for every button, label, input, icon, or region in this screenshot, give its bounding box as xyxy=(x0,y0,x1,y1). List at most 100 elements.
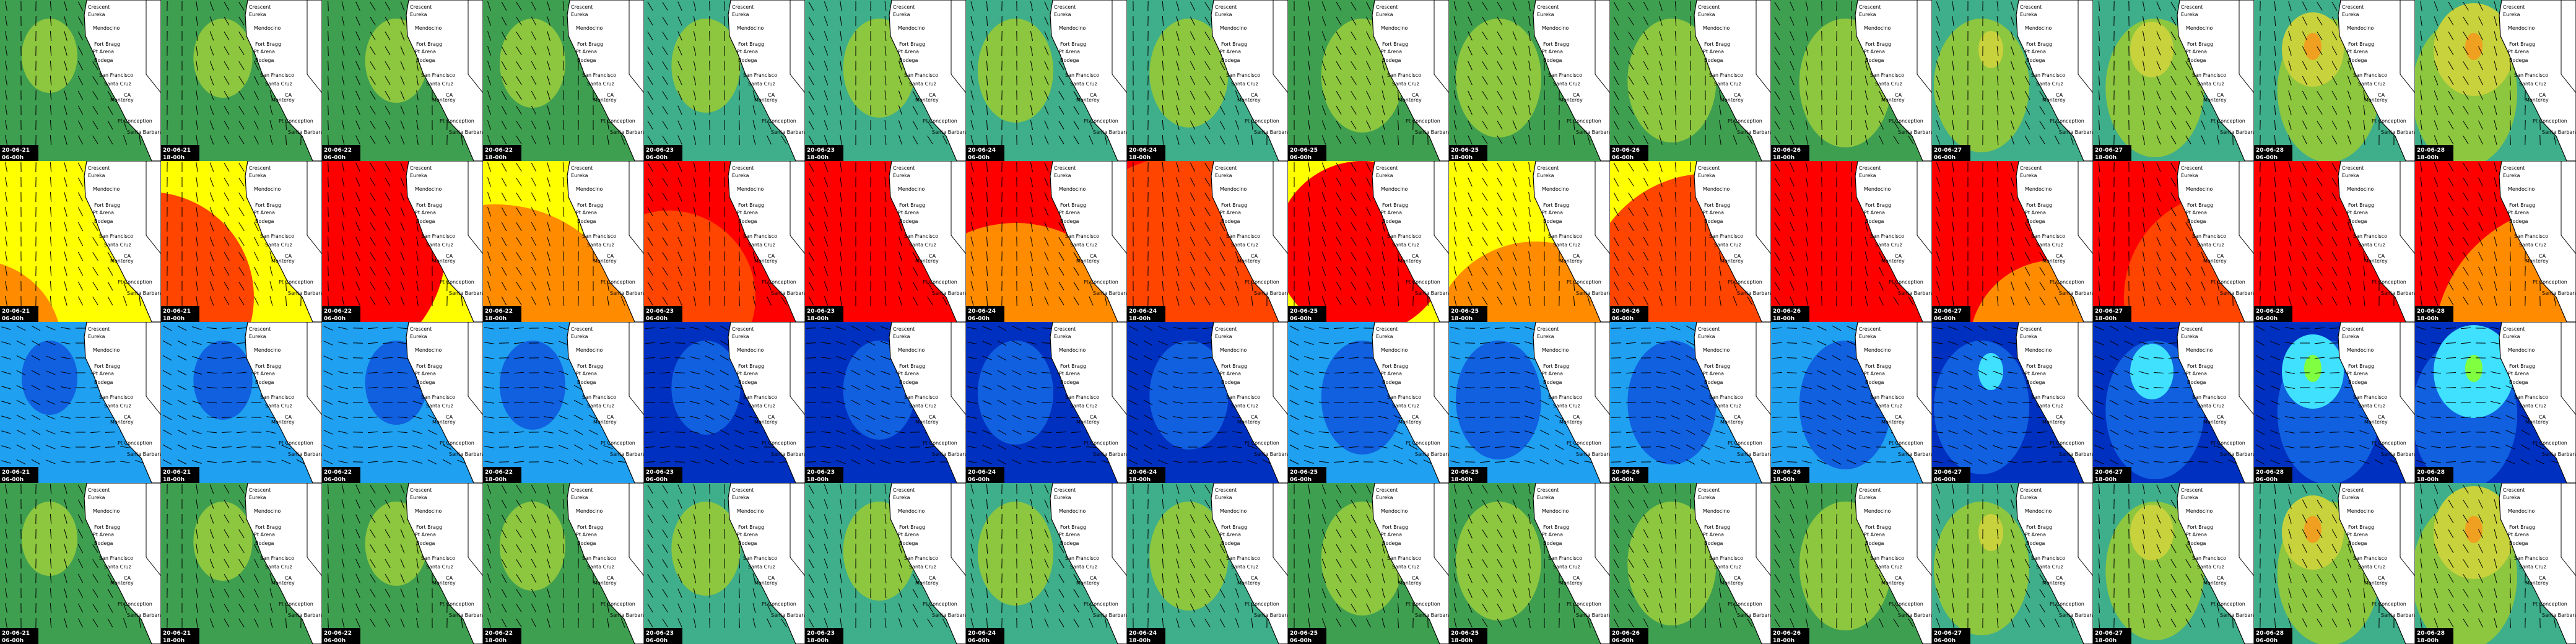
wind-arrow xyxy=(734,430,744,435)
wind-arrow xyxy=(206,386,217,389)
place-label: Fort Bragg xyxy=(255,363,281,369)
state-border xyxy=(1917,0,1932,94)
place-label: Bodega xyxy=(2026,58,2045,63)
wind-arrow xyxy=(881,370,890,375)
place-label: Crescent xyxy=(1859,165,1881,171)
wind-arrow xyxy=(544,342,554,344)
wind-arrow xyxy=(2024,281,2030,291)
wind-arrow xyxy=(1479,461,1490,463)
place-label: Santa Barbara xyxy=(932,290,966,296)
place-label: Pt Conception xyxy=(2372,279,2406,285)
wind-arrow xyxy=(77,90,84,100)
wind-arrow xyxy=(5,1,7,11)
wind-arrow xyxy=(840,177,842,187)
wind-arrow xyxy=(2434,207,2439,217)
wind-arrow xyxy=(912,251,918,261)
wind-arrow xyxy=(2331,251,2338,261)
wind-arrow xyxy=(206,431,217,433)
wind-arrow xyxy=(1204,135,1211,145)
place-label: Santa Barbara xyxy=(288,290,322,296)
wind-arrow xyxy=(412,460,422,464)
wind-arrow xyxy=(2420,105,2422,115)
wind-arrow xyxy=(2156,105,2161,115)
wind-arrow xyxy=(2510,60,2511,71)
wind-arrow xyxy=(1348,416,1359,419)
place-label: Mendocino xyxy=(2025,25,2052,31)
wind-arrow xyxy=(1044,31,1049,41)
time-label: 18-00h xyxy=(485,155,507,161)
place-label: Santa Cruz xyxy=(748,81,775,87)
wind-arrow xyxy=(285,120,287,131)
field-region xyxy=(671,341,741,435)
wind-arrow xyxy=(1336,296,1342,306)
wind-arrow xyxy=(1512,207,1517,217)
wind-arrow xyxy=(1512,222,1517,232)
wind-arrow xyxy=(238,177,245,187)
place-label: Bodega xyxy=(2348,58,2367,63)
place-label: Crescent xyxy=(893,4,915,10)
wind-arrow xyxy=(866,325,876,331)
wind-arrow xyxy=(767,281,772,291)
wind-arrow xyxy=(1044,61,1049,71)
wind-arrow xyxy=(1936,162,1941,172)
place-label: Monterey xyxy=(1398,97,1422,103)
wind-arrow xyxy=(1190,237,1196,246)
wind-arrow xyxy=(2288,177,2292,187)
wind-arrow xyxy=(1351,16,1357,26)
place-label: Eureka xyxy=(1054,173,1071,178)
place-label: Pt Arena xyxy=(1703,49,1724,54)
wind-arrow xyxy=(840,222,842,232)
wind-arrow xyxy=(367,446,378,448)
wind-arrow xyxy=(674,417,685,418)
wind-arrow xyxy=(370,162,376,172)
wind-arrow xyxy=(236,446,247,448)
wind-arrow xyxy=(1190,105,1196,115)
place-label: Pt Conception xyxy=(2211,279,2245,285)
wind-arrow xyxy=(1512,281,1517,291)
land xyxy=(1533,0,1610,161)
place-label: CA xyxy=(124,92,131,98)
time-label: 18-00h xyxy=(2417,155,2439,161)
wind-arrow xyxy=(559,355,568,360)
wind-arrow xyxy=(851,414,861,420)
wind-arrow xyxy=(881,341,890,346)
wind-arrow xyxy=(5,207,7,217)
place-label: Monterey xyxy=(1237,97,1261,103)
wind-arrow xyxy=(647,207,653,217)
wind-arrow xyxy=(2274,206,2276,217)
wind-arrow xyxy=(544,446,554,448)
wind-arrow xyxy=(1774,90,1780,100)
wind-arrow xyxy=(487,296,491,306)
wind-arrow xyxy=(1643,207,1649,217)
wind-arrow xyxy=(562,1,565,12)
wind-arrow xyxy=(1321,281,1326,291)
wind-arrow xyxy=(516,192,522,202)
timestamp-box xyxy=(1288,145,1326,161)
wind-arrow xyxy=(397,357,408,359)
wind-arrow xyxy=(884,60,887,71)
wind-arrow xyxy=(1628,162,1634,172)
wind-arrow xyxy=(1497,177,1503,187)
wind-arrow xyxy=(1497,207,1503,217)
wind-arrow xyxy=(2156,61,2161,71)
wind-arrow xyxy=(898,296,903,306)
wind-arrow xyxy=(1348,431,1359,433)
wind-arrow xyxy=(982,415,992,420)
wind-arrow xyxy=(341,120,345,130)
wind-arrow xyxy=(1336,61,1342,71)
place-label: Pt Conception xyxy=(1245,279,1279,285)
wind-arrow xyxy=(400,207,405,217)
wind-arrow xyxy=(1528,135,1531,145)
wind-arrow xyxy=(1336,1,1342,11)
wind-arrow xyxy=(1512,76,1517,85)
wind-arrow xyxy=(501,76,507,85)
wind-arrow xyxy=(840,296,842,306)
wind-arrow xyxy=(1308,61,1310,71)
place-label: Mendocino xyxy=(1381,347,1408,353)
wind-arrow xyxy=(2347,281,2352,291)
place-label: Mendocino xyxy=(1864,186,1891,192)
state-border xyxy=(1595,0,1610,94)
wind-arrow xyxy=(77,222,84,232)
place-label: Santa Barbara xyxy=(932,129,966,135)
